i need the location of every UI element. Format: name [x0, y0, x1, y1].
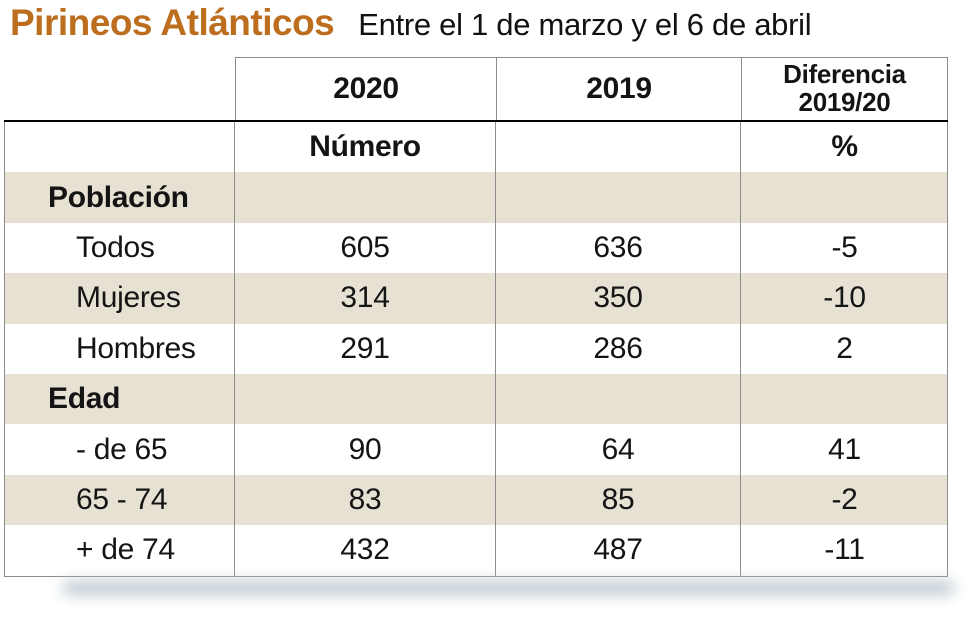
- page-heading: Pirineos Atlánticos Entre el 1 de marzo …: [10, 2, 812, 44]
- table-row-65-74: 65 - 74 83 85 -2: [5, 474, 947, 526]
- cell-diferencia: [741, 374, 948, 424]
- table-row-todos: Todos 605 636 -5: [5, 222, 947, 274]
- page-subtitle: Entre el 1 de marzo y el 6 de abril: [358, 7, 812, 42]
- table-header-row: 2020 2019 Diferencia 2019/20: [4, 57, 948, 120]
- unit-empty: [496, 122, 741, 173]
- row-label: Todos: [5, 222, 235, 274]
- section-row-poblacion: Población: [5, 172, 948, 223]
- header-cell-2019: 2019: [496, 57, 741, 120]
- row-label: Población: [5, 172, 235, 223]
- table-row-mas-de-74: + de 74 432 487 -11: [5, 525, 947, 576]
- cell-2019: 85: [496, 474, 741, 526]
- unit-percent: %: [831, 130, 858, 164]
- cell-2020: [235, 373, 496, 425]
- cell-2019: 350: [496, 273, 741, 324]
- cell-2020: 314: [235, 273, 496, 324]
- cell-diferencia: 2: [836, 331, 853, 365]
- cell-2019: [496, 172, 741, 223]
- header-cell-diferencia: Diferencia 2019/20: [741, 57, 948, 120]
- header-diferencia-line1: Diferencia: [783, 59, 906, 90]
- cell-diferencia: -11: [824, 533, 865, 567]
- cell-2020: 432: [235, 525, 496, 576]
- table-body: Número % Población Todos 605 636 -5 Muje…: [4, 122, 948, 577]
- cell-diferencia: -5: [831, 230, 858, 264]
- cell-2019: 487: [496, 525, 741, 576]
- cell-2019: 286: [496, 323, 741, 374]
- cell-diferencia: -2: [831, 482, 858, 516]
- cell-2020: 83: [235, 474, 496, 526]
- header-diferencia-line2: 2019/20: [798, 87, 891, 117]
- cell-2020: 291: [235, 323, 496, 374]
- table-row-menos-de-65: - de 65 90 64 41: [5, 424, 947, 475]
- row-label: Mujeres: [5, 273, 235, 324]
- row-label: - de 65: [5, 424, 235, 475]
- unit-numero: Número: [235, 122, 496, 173]
- cell-2019: 64: [496, 424, 741, 475]
- cell-diferencia: 41: [828, 432, 861, 466]
- row-label: Edad: [5, 373, 235, 425]
- row-label: Hombres: [5, 323, 235, 374]
- table-drop-shadow: [62, 580, 955, 596]
- header-heavy-rule: [4, 120, 948, 122]
- cell-diferencia: [741, 172, 948, 222]
- unit-label-cell: [5, 122, 235, 173]
- cell-diferencia: -10: [823, 281, 866, 315]
- cell-2020: 605: [235, 222, 496, 274]
- cell-2019: 636: [496, 222, 741, 274]
- section-row-edad: Edad: [5, 373, 948, 425]
- data-table: 2020 2019 Diferencia 2019/20 Número % Po…: [4, 57, 948, 577]
- row-label: 65 - 74: [5, 474, 235, 526]
- unit-row: Número %: [5, 122, 947, 173]
- cell-2020: 90: [235, 424, 496, 475]
- table-row-hombres: Hombres 291 286 2: [5, 323, 947, 374]
- header-cell-empty: [4, 57, 235, 120]
- row-label: + de 74: [5, 525, 235, 576]
- cell-2020: [235, 172, 496, 223]
- page-title: Pirineos Atlánticos: [10, 2, 335, 43]
- cell-2019: [496, 373, 741, 425]
- table-row-mujeres: Mujeres 314 350 -10: [5, 273, 947, 324]
- header-cell-2020: 2020: [235, 57, 496, 120]
